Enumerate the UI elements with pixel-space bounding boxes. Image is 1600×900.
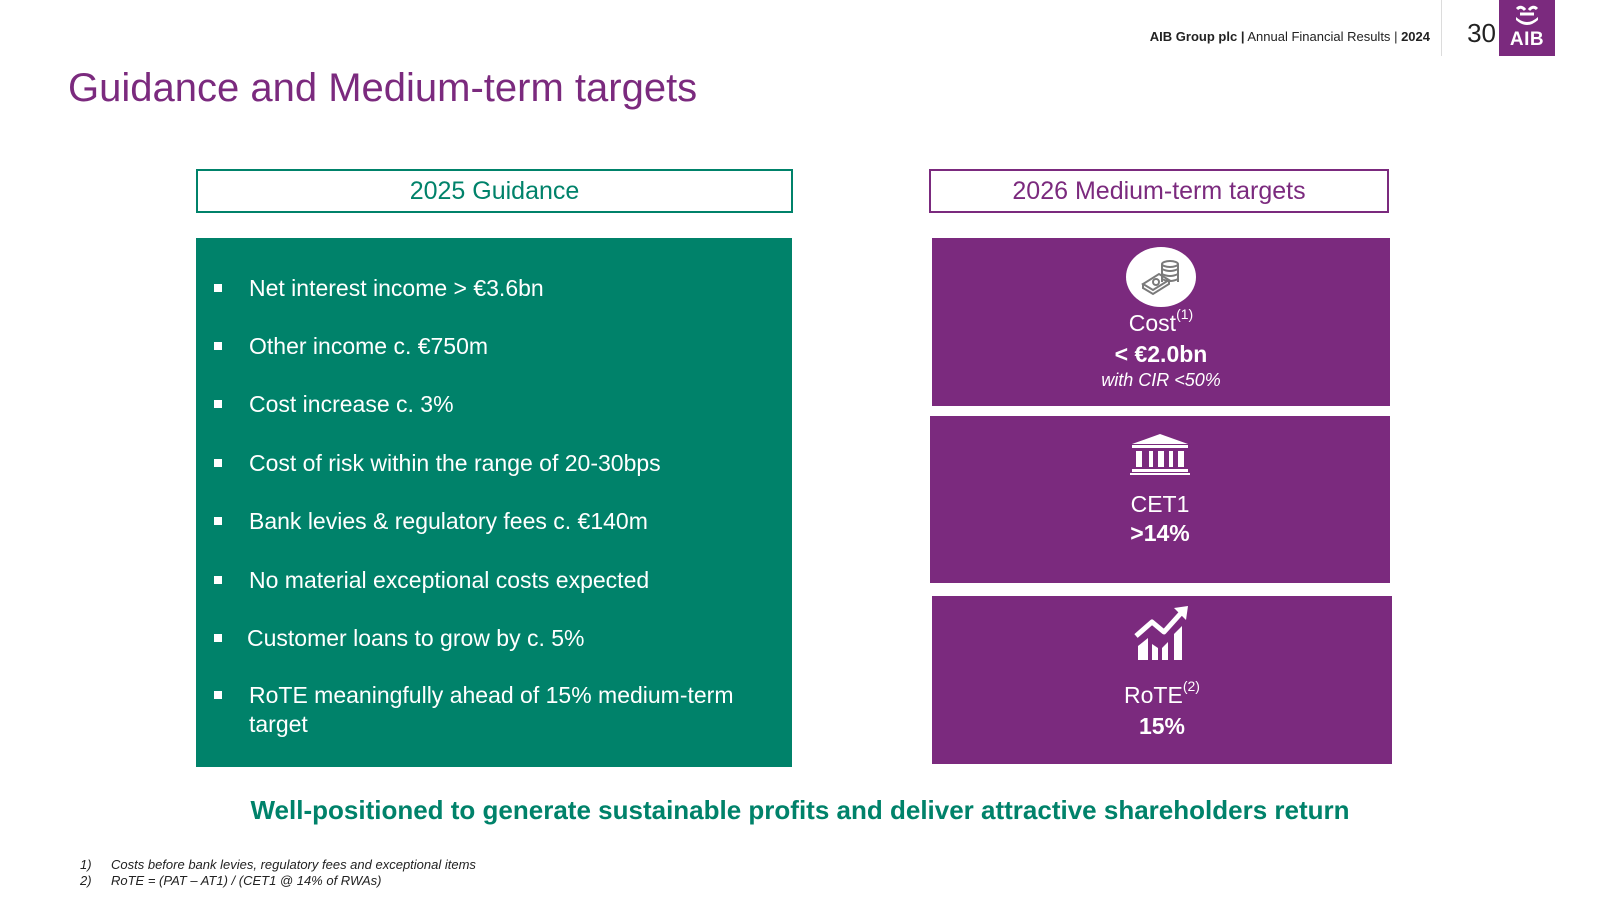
- page-number: 30: [1467, 18, 1496, 48]
- footnote-text: Costs before bank levies, regulatory fee…: [111, 857, 476, 872]
- bullet-icon: [214, 342, 222, 350]
- guidance-text: No material exceptional costs expected: [249, 567, 650, 593]
- header-bar: AIB Group plc | Annual Financial Results…: [1000, 0, 1600, 56]
- page-title: Guidance and Medium-term targets: [68, 66, 698, 110]
- footnote-number: 1): [80, 857, 92, 872]
- logo-text: AIB: [1509, 29, 1545, 50]
- guidance-text: Other income c. €750m: [249, 333, 489, 359]
- header-divider: [1441, 0, 1442, 56]
- guidance-text: RoTE meaningfully ahead of 15% medium-te…: [249, 682, 734, 737]
- bullet-icon: [214, 517, 222, 525]
- target-cet1: CET1 >14%: [930, 416, 1390, 583]
- rote-footnote-ref: (2): [1182, 678, 1200, 694]
- guidance-heading: 2025 Guidance: [196, 169, 793, 213]
- ark-icon: [1515, 5, 1539, 25]
- report-name: Annual Financial Results: [1247, 29, 1391, 44]
- bullet-icon: [214, 284, 222, 292]
- company-name: AIB Group plc: [1149, 29, 1238, 44]
- bullet-icon: [214, 691, 222, 699]
- report-header: AIB Group plc | Annual Financial Results…: [1150, 29, 1430, 44]
- guidance-text: Cost of risk within the range of 20-30bp…: [249, 450, 661, 476]
- cost-label-text: Cost: [1128, 310, 1177, 336]
- bullet-icon: [214, 400, 222, 408]
- cost-label: Cost(1): [932, 306, 1390, 337]
- guidance-panel: Net interest income > €3.6bn Other incom…: [196, 238, 792, 767]
- guidance-text: Cost increase c. 3%: [249, 391, 454, 417]
- cet1-label: CET1: [1130, 491, 1190, 517]
- coins-icon: [1126, 247, 1196, 307]
- header-separator-2: |: [1394, 29, 1398, 44]
- cet1-value: >14%: [1130, 520, 1190, 546]
- guidance-text: Net interest income > €3.6bn: [249, 275, 544, 301]
- bullet-icon: [214, 576, 222, 584]
- cost-value: < €2.0bn: [1114, 341, 1208, 367]
- target-cost: Cost(1) < €2.0bn with CIR <50%: [932, 238, 1390, 406]
- tagline: Well-positioned to generate sustainable …: [250, 795, 1350, 825]
- target-rote: RoTE(2) 15%: [932, 596, 1392, 764]
- guidance-text: Customer loans to grow by c. 5%: [247, 625, 585, 651]
- bank-icon: [1130, 434, 1190, 475]
- report-year: 2024: [1401, 29, 1430, 44]
- rote-value: 15%: [1138, 713, 1186, 739]
- cost-footnote-ref: (1): [1176, 306, 1194, 322]
- cost-note: with CIR <50%: [1101, 370, 1221, 390]
- header-separator: |: [1240, 29, 1245, 44]
- footnote-text: RoTE = (PAT – AT1) / (CET1 @ 14% of RWAs…: [111, 873, 382, 888]
- growth-chart-icon: [1134, 606, 1188, 660]
- bullet-icon: [214, 459, 222, 467]
- rote-label-text: RoTE: [1124, 682, 1183, 708]
- guidance-text: Bank levies & regulatory fees c. €140m: [249, 508, 648, 534]
- targets-heading: 2026 Medium-term targets: [929, 169, 1389, 213]
- aib-logo: AIB: [1499, 0, 1555, 56]
- footnote-number: 2): [80, 873, 92, 888]
- bullet-icon: [214, 634, 222, 642]
- rote-label: RoTE(2): [932, 678, 1392, 709]
